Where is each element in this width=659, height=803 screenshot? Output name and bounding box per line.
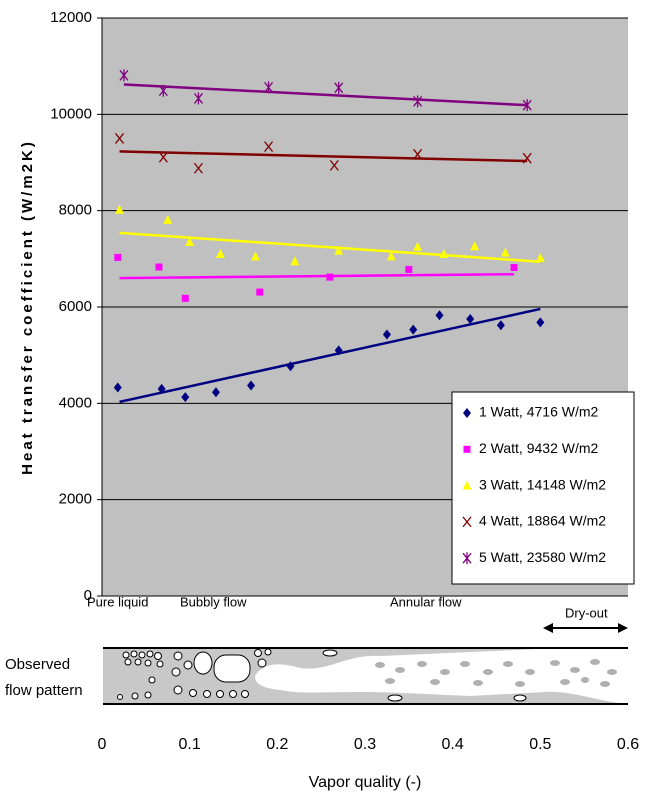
point — [334, 245, 344, 255]
point — [470, 241, 480, 251]
point — [286, 361, 295, 372]
flow-diagram: Pure liquid Bubbly flow Annular flow Dry… — [5, 594, 628, 705]
point — [463, 445, 471, 453]
point — [158, 84, 168, 97]
point — [256, 288, 264, 296]
droplets — [375, 659, 617, 687]
point — [326, 273, 334, 281]
point — [163, 214, 173, 224]
point — [215, 249, 225, 259]
x-tick-label: 0.6 — [617, 736, 639, 753]
trend-line — [119, 150, 528, 163]
point — [510, 264, 518, 272]
point — [435, 310, 444, 321]
legend-label: 3 Watt, 14148 W/m2 — [479, 476, 606, 492]
point — [466, 314, 475, 325]
y-tick-label: 4000 — [59, 394, 92, 411]
x-tick-label: 0 — [98, 736, 107, 753]
point — [386, 251, 396, 261]
y-tick-label: 8000 — [59, 202, 92, 219]
grid — [97, 17, 628, 597]
point — [405, 265, 413, 273]
point — [119, 69, 129, 82]
trend-line — [119, 272, 515, 280]
legend-items: 1 Watt, 4716 W/m2 2 Watt, 9432 W/m2 3 Watt… — [462, 404, 606, 565]
point — [247, 380, 256, 391]
marks — [113, 69, 545, 404]
regime-label: Bubbly flow — [180, 594, 247, 609]
point — [462, 516, 472, 528]
x-tick-label: 0.3 — [354, 736, 376, 753]
y-tick-label: 10000 — [50, 105, 92, 122]
trend-line — [119, 307, 541, 404]
x-axis-title: Vapor quality (-) — [309, 774, 422, 791]
y-axis-title: Heat transfer coefficient (W/m2K) — [19, 139, 36, 475]
x-tick-label: 0.1 — [179, 736, 201, 753]
point — [382, 329, 391, 340]
point — [409, 324, 418, 335]
point — [193, 92, 203, 105]
arrow-heads — [543, 623, 628, 633]
legend-label: 4 Watt, 18864 W/m2 — [479, 513, 606, 529]
point — [439, 249, 449, 259]
y-tick-label: 2000 — [59, 491, 92, 508]
point — [193, 162, 203, 174]
legend-label: 2 Watt, 9432 W/m2 — [479, 440, 599, 456]
point — [290, 256, 300, 266]
point — [157, 383, 166, 394]
point — [522, 152, 532, 164]
annular-core — [255, 648, 628, 704]
flow-pattern-label: Observed — [5, 656, 70, 673]
point — [413, 148, 423, 160]
point — [329, 159, 339, 171]
y-tick-label: 12000 — [50, 9, 92, 26]
y-tick-label: 0 — [84, 587, 92, 604]
regime-label: Pure liquid — [87, 594, 148, 609]
point — [413, 241, 423, 251]
point — [181, 294, 189, 302]
point — [536, 317, 545, 328]
point — [115, 204, 125, 214]
point — [158, 151, 168, 163]
point — [155, 263, 163, 271]
x-tick-label: 0.5 — [529, 736, 551, 753]
point — [413, 95, 423, 108]
point — [496, 320, 505, 331]
point — [250, 251, 260, 261]
point — [463, 408, 471, 418]
regime-label: Dry-out — [565, 605, 608, 620]
point — [264, 81, 274, 94]
trend-line — [123, 83, 528, 107]
point — [500, 247, 510, 257]
point — [114, 253, 122, 261]
point — [185, 236, 195, 246]
legend — [451, 391, 635, 585]
point — [462, 552, 472, 565]
point — [334, 81, 344, 94]
point — [535, 252, 545, 262]
x-tick-label: 0.2 — [266, 736, 288, 753]
point — [181, 392, 190, 403]
point — [113, 382, 122, 393]
legend-label: 1 Watt, 4716 W/m2 — [479, 404, 599, 420]
y-tick-label: 6000 — [59, 298, 92, 315]
point — [522, 99, 532, 112]
bubbles — [117, 648, 527, 702]
point — [334, 345, 343, 356]
flow-pattern-label: flow pattern — [5, 682, 83, 699]
x-tick-label: 0.4 — [442, 736, 464, 753]
point — [115, 133, 125, 144]
point — [211, 387, 220, 398]
point — [264, 141, 274, 153]
legend-label: 5 Watt, 23580 W/m2 — [479, 549, 606, 565]
regime-label: Annular flow — [390, 594, 462, 609]
point — [462, 480, 472, 490]
